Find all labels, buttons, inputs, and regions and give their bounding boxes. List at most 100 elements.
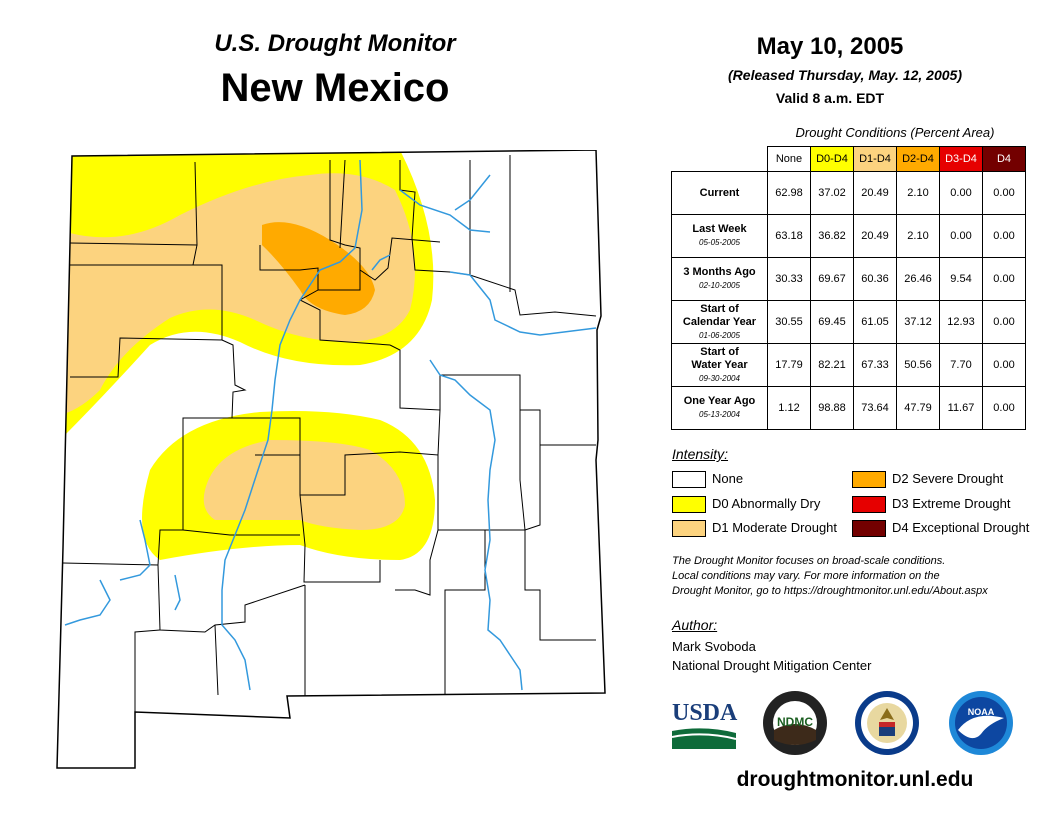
note-line-1: The Drought Monitor focuses on broad-sca… <box>672 555 946 567</box>
legend-label: None <box>712 471 744 486</box>
table-cell: 50.56 <box>896 343 940 387</box>
row-label: Start of Water Year 09-30-2004 <box>671 343 768 387</box>
table-cell: 0.00 <box>982 214 1026 258</box>
row-date: 05-13-2004 <box>699 410 740 419</box>
legend-item: D3 Extreme Drought <box>852 495 1011 514</box>
table-cell: 7.70 <box>939 343 983 387</box>
table-cell: 0.00 <box>982 171 1026 215</box>
table-cell: 98.88 <box>810 386 854 430</box>
table-cell: 17.79 <box>767 343 811 387</box>
row-label: Last Week 05-05-2005 <box>671 214 768 258</box>
table-cell: 1.12 <box>767 386 811 430</box>
table-cell: 30.33 <box>767 257 811 301</box>
row-label-text: Last Week <box>692 223 747 235</box>
noaa-logo: NOAA <box>949 691 1013 755</box>
drought-conditions-table: None D0-D4 D1-D4 D2-D4 D3-D4 D4 Current 62.98 3… <box>671 146 1026 430</box>
legend-title: Intensity: <box>672 446 729 462</box>
table-cell: 0.00 <box>982 300 1026 344</box>
legend-label: D4 Exceptional Drought <box>892 520 1030 535</box>
note-line-2: Local conditions may vary. For more info… <box>672 570 940 582</box>
new-mexico-drought-map <box>56 150 606 769</box>
author-info: Mark Svoboda National Drought Mitigation… <box>672 637 871 675</box>
row-label: 3 Months Ago 02-10-2005 <box>671 257 768 301</box>
website-url[interactable]: droughtmonitor.unl.edu <box>736 768 974 791</box>
table-cell: 60.36 <box>853 257 897 301</box>
map-date: May 10, 2005 <box>756 33 904 60</box>
table-row: Start of Calendar Year 01-06-2005 30.55 69.4… <box>671 300 1026 344</box>
table-cell: 12.93 <box>939 300 983 344</box>
table-cell: 69.67 <box>810 257 854 301</box>
row-label: One Year Ago 05-13-2004 <box>671 386 768 430</box>
legend-label: D2 Severe Drought <box>892 471 1004 486</box>
legend-item: D1 Moderate Drought <box>672 519 837 538</box>
table-cell: 37.12 <box>896 300 940 344</box>
column-header-d0-d4: D0-D4 <box>810 146 854 172</box>
row-date: 05-05-2005 <box>699 238 740 247</box>
row-label: Current <box>671 171 768 215</box>
d1-north-area <box>60 173 415 415</box>
table-title: Drought Conditions (Percent Area) <box>795 125 995 140</box>
table-body: Current 62.98 37.02 20.49 2.10 0.00 0.00 Last W… <box>671 171 1026 430</box>
note-line-3: Drought Monitor, go to https://droughtmo… <box>672 585 988 597</box>
table-cell: 0.00 <box>982 343 1026 387</box>
usda-logo: USDA <box>672 700 738 750</box>
table-cell: 82.21 <box>810 343 854 387</box>
map-subtitle: U.S. Drought Monitor <box>214 30 456 57</box>
row-label-text-2: Calendar Year <box>682 315 757 328</box>
usda-logo-text: USDA <box>672 700 738 726</box>
table-row: 3 Months Ago 02-10-2005 30.33 69.67 60.36 26.… <box>671 257 1026 301</box>
legend-item: None <box>672 470 744 489</box>
table-cell: 0.00 <box>939 214 983 258</box>
map-title: New Mexico <box>220 66 450 110</box>
row-label-text: Start of <box>700 345 739 358</box>
rivers <box>64 159 597 691</box>
row-label-text: Start of <box>700 302 739 315</box>
legend-label: D0 Abnormally Dry <box>712 496 821 511</box>
state-outline <box>56 150 606 769</box>
table-cell: 0.00 <box>982 386 1026 430</box>
disclaimer-note: The Drought Monitor focuses on broad-sca… <box>672 554 1052 599</box>
author-name: Mark Svoboda <box>672 639 756 654</box>
table-cell: 63.18 <box>767 214 811 258</box>
column-header-d1-d4: D1-D4 <box>853 146 897 172</box>
ndmc-logo-text: NDMC <box>777 715 813 729</box>
row-label-text: Current <box>699 186 740 199</box>
author-org: National Drought Mitigation Center <box>672 658 872 673</box>
table-cell: 20.49 <box>853 214 897 258</box>
table-cell: 61.05 <box>853 300 897 344</box>
legend-swatch <box>672 520 706 538</box>
legend-swatch <box>852 520 886 538</box>
legend-swatch <box>672 496 706 514</box>
table-cell: 2.10 <box>896 214 940 258</box>
column-header-none: None <box>767 146 811 172</box>
row-date: 01-06-2005 <box>699 330 740 340</box>
commerce-seal-logo <box>855 691 919 755</box>
table-cell: 62.98 <box>767 171 811 215</box>
usda-swoosh-icon <box>672 728 736 749</box>
table-cell: 11.67 <box>939 386 983 430</box>
row-date: 09-30-2004 <box>699 373 740 383</box>
table-cell: 20.49 <box>853 171 897 215</box>
table-cell: 0.00 <box>939 171 983 215</box>
legend-swatch <box>852 496 886 514</box>
table-cell: 73.64 <box>853 386 897 430</box>
table-cell: 0.00 <box>982 257 1026 301</box>
author-heading: Author: <box>672 617 718 633</box>
legend-item: D4 Exceptional Drought <box>852 519 1030 538</box>
table-cell: 36.82 <box>810 214 854 258</box>
d1-south-area <box>203 440 405 530</box>
row-label-text: 3 Months Ago <box>683 266 756 278</box>
row-label-text: One Year Ago <box>683 395 756 407</box>
table-cell: 26.46 <box>896 257 940 301</box>
row-label: Start of Calendar Year 01-06-2005 <box>671 300 768 344</box>
row-date: 02-10-2005 <box>699 281 740 290</box>
legend-item: D0 Abnormally Dry <box>672 495 821 514</box>
legend-label: D3 Extreme Drought <box>892 496 1011 511</box>
row-label-text-2: Water Year <box>691 358 748 371</box>
legend-swatch <box>672 471 706 489</box>
table-cell: 30.55 <box>767 300 811 344</box>
ndmc-logo: NDMC <box>763 691 827 755</box>
valid-time: Valid 8 a.m. EDT <box>775 90 885 106</box>
table-cell: 37.02 <box>810 171 854 215</box>
table-corner <box>671 146 768 172</box>
